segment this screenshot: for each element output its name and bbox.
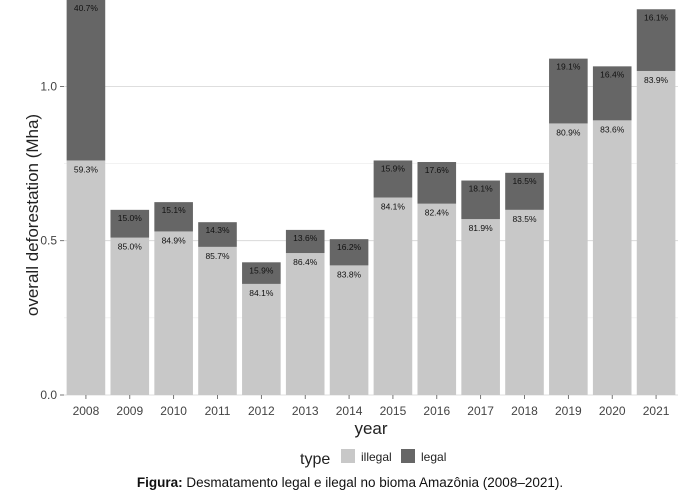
y-axis-label: overall deforestation (Mha) xyxy=(23,114,42,316)
x-axis-label: year xyxy=(354,419,387,438)
data-label-legal-2020: 16.4% xyxy=(600,69,625,79)
x-tick-label-2013: 2013 xyxy=(292,404,319,418)
bar-legal-2016 xyxy=(417,162,457,204)
data-label-legal-2015: 15.9% xyxy=(381,163,406,173)
caption-prefix: Figura: xyxy=(136,475,183,490)
bar-legal-2009 xyxy=(110,209,150,238)
bar-legal-2019 xyxy=(549,58,588,124)
y-tick-label: 0.0 xyxy=(40,388,57,402)
x-tick-label-2019: 2019 xyxy=(555,404,582,418)
x-tick-label-2017: 2017 xyxy=(467,404,494,418)
data-label-legal-2009: 15.0% xyxy=(118,213,143,223)
data-label-illegal-2017: 81.9% xyxy=(469,223,494,233)
x-tick-label-2015: 2015 xyxy=(380,404,407,418)
caption-text: Desmatamento legal e ilegal no bioma Ama… xyxy=(182,475,564,490)
data-label-illegal-2013: 86.4% xyxy=(293,257,318,267)
legend-label-legal: legal xyxy=(421,450,446,464)
x-tick-label-2020: 2020 xyxy=(599,404,626,418)
data-label-illegal-2010: 84.9% xyxy=(162,235,187,245)
data-label-illegal-2008: 59.3% xyxy=(74,164,99,174)
data-label-legal-2021: 16.1% xyxy=(644,12,669,22)
data-label-legal-2013: 13.6% xyxy=(293,233,318,243)
data-label-illegal-2015: 84.1% xyxy=(381,202,406,212)
bar-illegal-2011 xyxy=(198,246,237,395)
bar-illegal-2009 xyxy=(110,237,150,395)
legend-swatch-illegal xyxy=(341,449,355,463)
data-label-legal-2019: 19.1% xyxy=(556,62,581,72)
x-tick-label-2008: 2008 xyxy=(73,404,100,418)
data-label-legal-2011: 14.3% xyxy=(205,225,230,235)
bar-illegal-2008 xyxy=(66,160,106,395)
bar-legal-2011 xyxy=(198,222,237,247)
x-tick-label-2012: 2012 xyxy=(248,404,275,418)
x-tick-label-2010: 2010 xyxy=(160,404,187,418)
data-label-illegal-2019: 80.9% xyxy=(556,127,581,137)
axes-group: 0.0 0.5 1.0 2008 2009 2010 2011 2012 2013 2014 201… xyxy=(40,79,669,418)
data-label-illegal-2009: 85.0% xyxy=(118,242,143,252)
bar-illegal-2019 xyxy=(549,123,588,395)
legend-title: type xyxy=(300,451,330,468)
x-tick-label-2014: 2014 xyxy=(336,404,363,418)
data-label-illegal-2012: 84.1% xyxy=(249,288,274,298)
data-label-legal-2018: 16.5% xyxy=(512,176,537,186)
bar-illegal-2021 xyxy=(636,70,676,395)
bar-legal-2017 xyxy=(461,180,500,220)
bar-legal-2020 xyxy=(592,66,632,121)
data-label-illegal-2020: 83.6% xyxy=(600,124,625,134)
data-label-legal-2014: 16.2% xyxy=(337,242,362,252)
legend-swatch-legal xyxy=(401,449,415,463)
bar-illegal-2020 xyxy=(592,120,632,395)
data-label-legal-2010: 15.1% xyxy=(162,205,187,215)
legend: type illegal legal xyxy=(300,449,446,468)
data-label-legal-2012: 15.9% xyxy=(249,265,274,275)
bar-illegal-2014 xyxy=(329,265,369,395)
x-tick-label-2011: 2011 xyxy=(205,404,231,418)
stacked-bar-chart: 59.3% 40.7% 85.0% 15.0% 84.9% 15.1% 85.7% 14.3%… xyxy=(23,0,678,468)
y-tick-label: 0.5 xyxy=(40,234,57,248)
bar-legal-2021 xyxy=(636,9,676,71)
data-label-legal-2008: 40.7% xyxy=(74,3,99,13)
y-tick-label: 1.0 xyxy=(40,79,57,93)
figure-caption: Figura: Desmatamento legal e ilegal no b… xyxy=(0,475,700,490)
bar-illegal-2015 xyxy=(373,197,413,395)
bar-legal-2012 xyxy=(242,262,281,284)
bar-illegal-2017 xyxy=(461,219,500,395)
x-tick-label-2018: 2018 xyxy=(511,404,538,418)
bar-legal-2008 xyxy=(66,0,106,161)
bar-legal-2014 xyxy=(329,239,369,266)
data-label-illegal-2016: 82.4% xyxy=(425,208,450,218)
x-tick-label-2016: 2016 xyxy=(423,404,450,418)
data-label-legal-2016: 17.6% xyxy=(425,165,450,175)
bars-group: 59.3% 40.7% 85.0% 15.0% 84.9% 15.1% 85.7% 14.3%… xyxy=(66,0,676,395)
bar-illegal-2010 xyxy=(154,231,193,395)
bar-illegal-2013 xyxy=(285,253,325,395)
data-label-illegal-2021: 83.9% xyxy=(644,75,669,85)
data-label-illegal-2011: 85.7% xyxy=(205,251,230,261)
bar-legal-2010 xyxy=(154,202,193,232)
x-tick-label-2021: 2021 xyxy=(643,404,670,418)
bar-legal-2015 xyxy=(373,160,413,198)
bar-legal-2018 xyxy=(505,172,544,210)
data-label-legal-2017: 18.1% xyxy=(469,184,494,194)
data-label-illegal-2018: 83.5% xyxy=(512,214,537,224)
legend-label-illegal: illegal xyxy=(361,450,392,464)
bar-illegal-2012 xyxy=(242,283,281,395)
bar-illegal-2018 xyxy=(505,209,544,395)
bar-illegal-2016 xyxy=(417,203,457,395)
bar-legal-2013 xyxy=(285,229,325,254)
x-tick-label-2009: 2009 xyxy=(116,404,143,418)
data-label-illegal-2014: 83.8% xyxy=(337,269,362,279)
